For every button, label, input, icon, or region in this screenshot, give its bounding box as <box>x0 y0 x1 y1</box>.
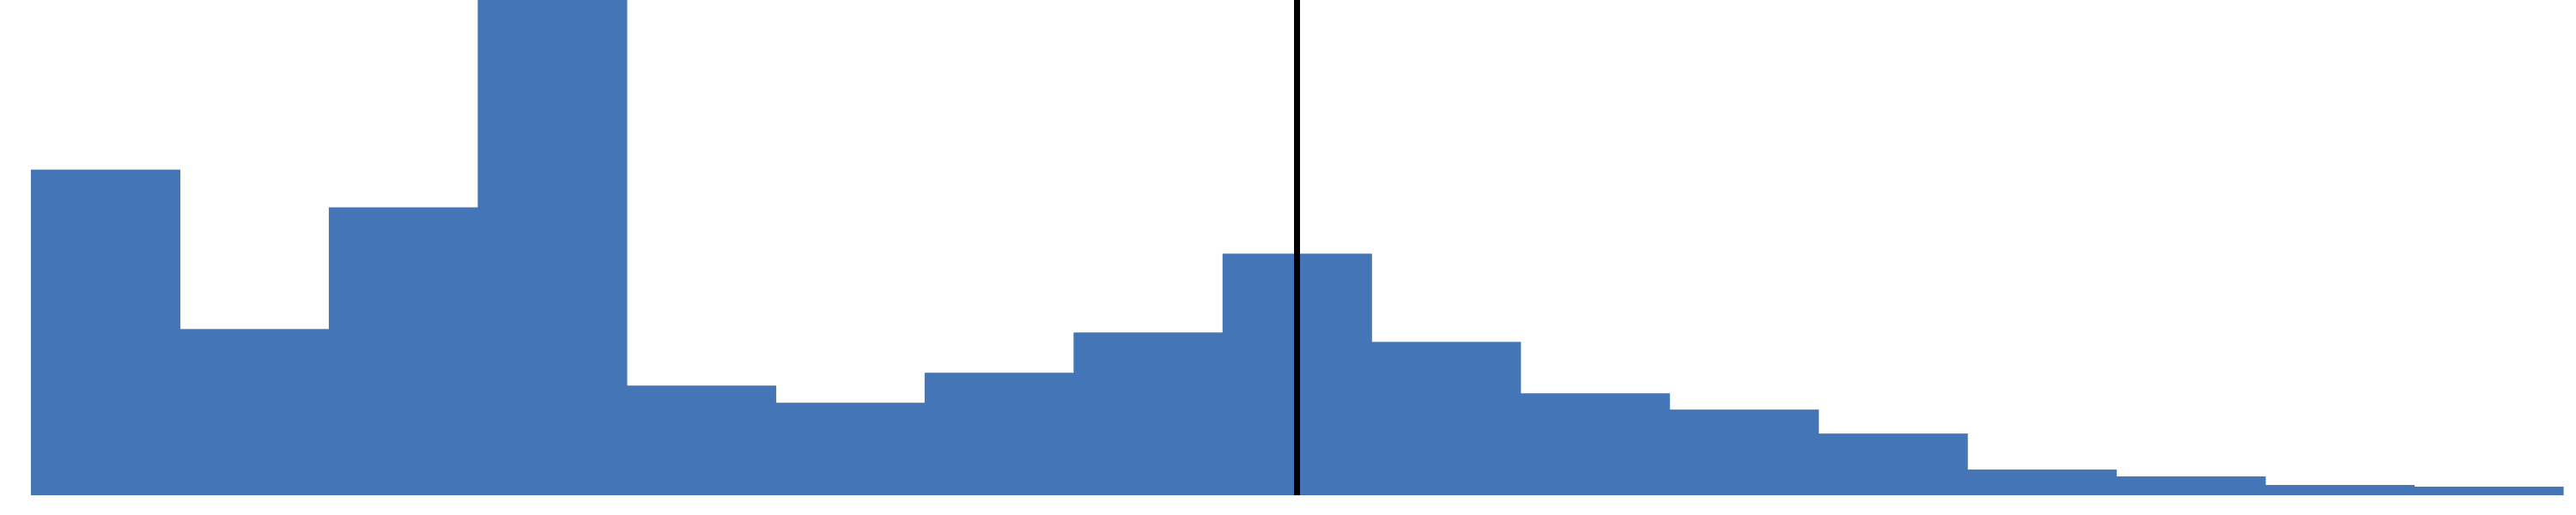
histogram-bar-15 <box>2116 476 2266 495</box>
histogram-bar-3 <box>328 207 479 495</box>
histogram-bar-12 <box>1669 409 1820 495</box>
histogram-bar-2 <box>179 329 330 495</box>
histogram-bar-7 <box>924 373 1074 495</box>
histogram-bar-8 <box>1073 332 1224 495</box>
histogram-bar-14 <box>1967 470 2117 495</box>
histogram-bar-10 <box>1371 342 1522 495</box>
histogram-bar-13 <box>1818 433 1968 495</box>
histogram-bar-6 <box>775 403 926 495</box>
histogram-bar-11 <box>1520 393 1670 495</box>
histogram-bar-16 <box>2265 485 2415 495</box>
histogram-bar-4 <box>477 0 628 495</box>
histogram-bar-1 <box>31 169 181 495</box>
bars-layer <box>31 0 2564 495</box>
histogram-bar-17 <box>2414 487 2564 495</box>
histogram-bar-5 <box>626 385 776 495</box>
